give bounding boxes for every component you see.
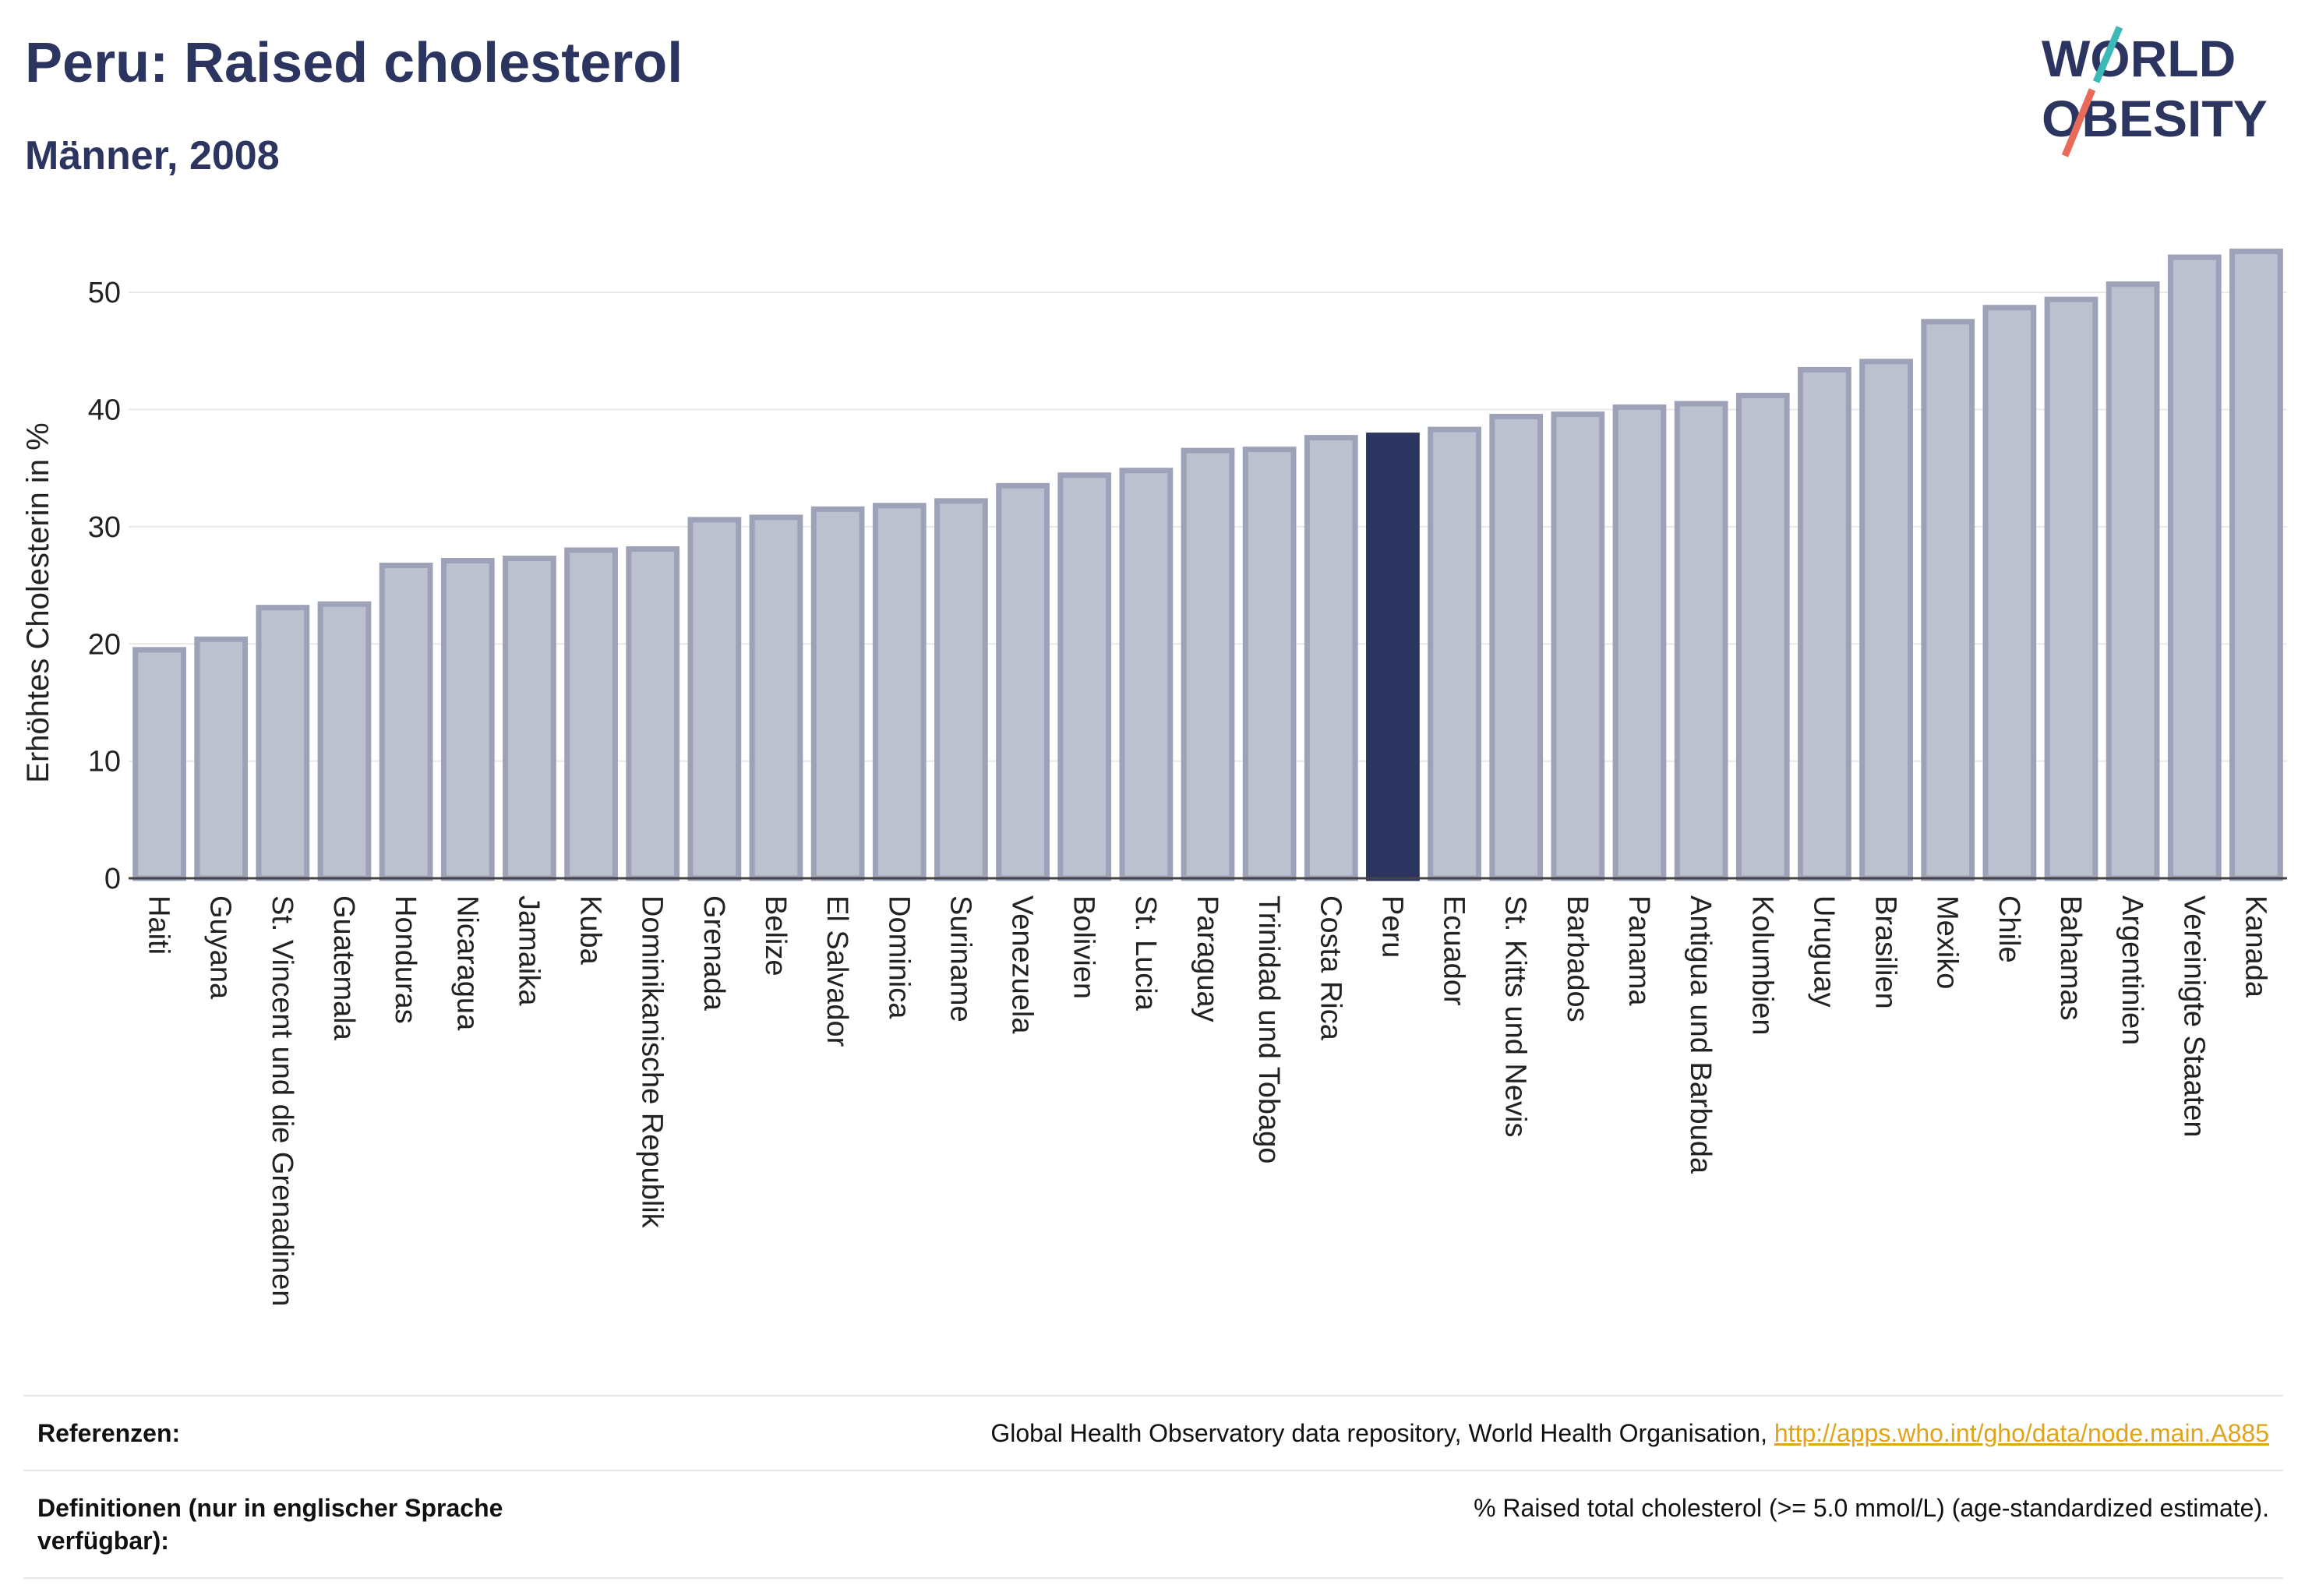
x-tick-label: Chile xyxy=(1993,895,2025,963)
references-link[interactable]: http://apps.who.int/gho/data/node.main.A… xyxy=(1774,1419,2269,1447)
x-tick-label: Kanada xyxy=(2239,895,2271,998)
x-tick-label: Dominica xyxy=(882,895,915,1019)
bar-honduras[interactable] xyxy=(379,563,433,881)
bar-el-salvador[interactable] xyxy=(810,506,865,881)
bar-venezuela[interactable] xyxy=(996,482,1050,881)
x-tick-label: Barbados xyxy=(1561,895,1594,1022)
bar-kolumbien[interactable] xyxy=(1735,393,1790,881)
x-tick-label: Argentinien xyxy=(2116,895,2148,1045)
definitions-label: Definitionen (nur in englischer Sprache … xyxy=(37,1494,503,1555)
references-row: Referenzen: Global Health Observatory da… xyxy=(23,1395,2283,1470)
bar-kanada[interactable] xyxy=(2229,249,2283,881)
world-obesity-logo[interactable]: WORLD OBESITY xyxy=(2034,23,2291,164)
x-tick-label: Costa Rica xyxy=(1314,895,1347,1041)
definitions-row: Definitionen (nur in englischer Sprache … xyxy=(23,1470,2283,1579)
x-tick-label: Mexiko xyxy=(1931,895,1964,989)
bar-chart: 0 10 20 30 40 50 Haiti Guyana St. Vincent und d… xyxy=(21,249,2287,1306)
x-tick-label: Belize xyxy=(759,895,792,976)
y-tick-label: 20 xyxy=(88,628,121,661)
bar-peru[interactable] xyxy=(1366,433,1420,881)
y-tick-label: 0 xyxy=(104,863,121,895)
references-value: Global Health Observatory data repositor… xyxy=(990,1417,2269,1449)
bar-dominikanische-republik[interactable] xyxy=(626,546,680,881)
x-tick-label: Kuba xyxy=(574,895,607,966)
x-tick-label: Bahamas xyxy=(2054,895,2087,1021)
bar-argentinien[interactable] xyxy=(2106,281,2160,881)
x-tick-label: Uruguay xyxy=(1807,895,1840,1008)
bar-jamaika[interactable] xyxy=(503,556,556,881)
x-tick-label: Vereinigte Staaten xyxy=(2177,895,2210,1138)
bar-barbados[interactable] xyxy=(1551,411,1605,881)
logo-line1: WORLD xyxy=(2042,30,2236,87)
x-tick-label: Venezuela xyxy=(1006,895,1039,1034)
bar-panama[interactable] xyxy=(1612,404,1667,881)
x-tick-label: Haiti xyxy=(143,895,175,955)
bar-haiti[interactable] xyxy=(132,647,186,881)
bar-guatemala[interactable] xyxy=(317,601,372,881)
references-source-text: Global Health Observatory data repositor… xyxy=(990,1419,1774,1447)
chart-bars xyxy=(132,249,2283,881)
x-tick-label: Nicaragua xyxy=(450,895,483,1031)
x-tick-label: Bolivien xyxy=(1068,895,1100,999)
bar-kuba[interactable] xyxy=(564,547,618,881)
y-tick-label: 30 xyxy=(88,511,121,544)
bar-nicaragua[interactable] xyxy=(440,558,495,881)
y-axis-ticks: 0 10 20 30 40 50 xyxy=(88,277,121,895)
bar-st-vincent-und-die-grenadinen[interactable] xyxy=(256,605,310,881)
bar-st-lucia[interactable] xyxy=(1119,468,1174,881)
y-tick-label: 40 xyxy=(88,394,121,427)
x-tick-label: Kolumbien xyxy=(1746,895,1778,1036)
bar-ecuador[interactable] xyxy=(1428,426,1481,881)
references-label: Referenzen: xyxy=(37,1419,181,1447)
x-tick-label: Panama xyxy=(1622,895,1655,1006)
bar-mexiko[interactable] xyxy=(1921,319,1975,881)
x-tick-label: Paraguay xyxy=(1191,895,1223,1022)
x-axis-ticks: Haiti Guyana St. Vincent und die Grenadine… xyxy=(143,895,2272,1306)
page-title: Peru: Raised cholesterol xyxy=(25,32,683,94)
x-tick-label: Suriname xyxy=(944,895,976,1022)
bar-suriname[interactable] xyxy=(934,498,988,881)
bar-chile[interactable] xyxy=(1982,305,2037,881)
bar-trinidad-und-tobago[interactable] xyxy=(1242,447,1297,881)
x-tick-label: Grenada xyxy=(697,895,730,1012)
bar-paraguay[interactable] xyxy=(1181,447,1235,881)
bar-belize[interactable] xyxy=(749,514,803,881)
x-tick-label: Ecuador xyxy=(1438,895,1470,1006)
bar-uruguay[interactable] xyxy=(1798,366,1851,881)
x-tick-label: Trinidad und Tobago xyxy=(1252,895,1285,1163)
bar-guyana[interactable] xyxy=(194,636,249,881)
chart-subtitle: Männer, 2008 xyxy=(25,133,280,178)
x-tick-label: Honduras xyxy=(389,895,422,1024)
bar-grenada[interactable] xyxy=(687,517,742,881)
x-tick-label: Brasilien xyxy=(1869,895,1902,1009)
bar-vereinigte-staaten[interactable] xyxy=(2167,254,2222,881)
definitions-value: % Raised total cholesterol (>= 5.0 mmol/… xyxy=(1474,1494,2269,1522)
x-tick-label: St. Lucia xyxy=(1129,895,1162,1012)
x-tick-label: Guatemala xyxy=(327,895,360,1041)
x-tick-label: El Salvador xyxy=(821,895,853,1047)
x-tick-label: Peru xyxy=(1375,895,1408,958)
bar-bahamas[interactable] xyxy=(2044,296,2099,881)
x-tick-label: Guyana xyxy=(204,895,237,1000)
bar-st-kitts-und-nevis[interactable] xyxy=(1489,414,1544,881)
bar-antigua-und-barbuda[interactable] xyxy=(1674,401,1728,881)
x-tick-label: Dominikanische Republik xyxy=(636,895,669,1229)
bar-costa-rica[interactable] xyxy=(1304,435,1358,881)
bar-bolivien[interactable] xyxy=(1057,472,1112,881)
x-tick-label: St. Kitts und Nevis xyxy=(1499,895,1532,1137)
y-axis-label: Erhöhtes Cholesterin in % xyxy=(21,422,55,782)
logo-slash-teal xyxy=(2092,26,2123,83)
x-tick-label: Antigua und Barbuda xyxy=(1684,895,1717,1174)
bar-brasilien[interactable] xyxy=(1859,358,1913,881)
x-tick-label: Jamaika xyxy=(512,895,545,1006)
x-tick-label: St. Vincent und die Grenadinen xyxy=(266,895,298,1306)
y-tick-label: 50 xyxy=(88,277,121,309)
bar-dominica[interactable] xyxy=(872,503,927,881)
y-tick-label: 10 xyxy=(88,746,121,779)
references-table: Referenzen: Global Health Observatory da… xyxy=(23,1395,2283,1579)
logo-slash-coral xyxy=(2061,88,2096,157)
